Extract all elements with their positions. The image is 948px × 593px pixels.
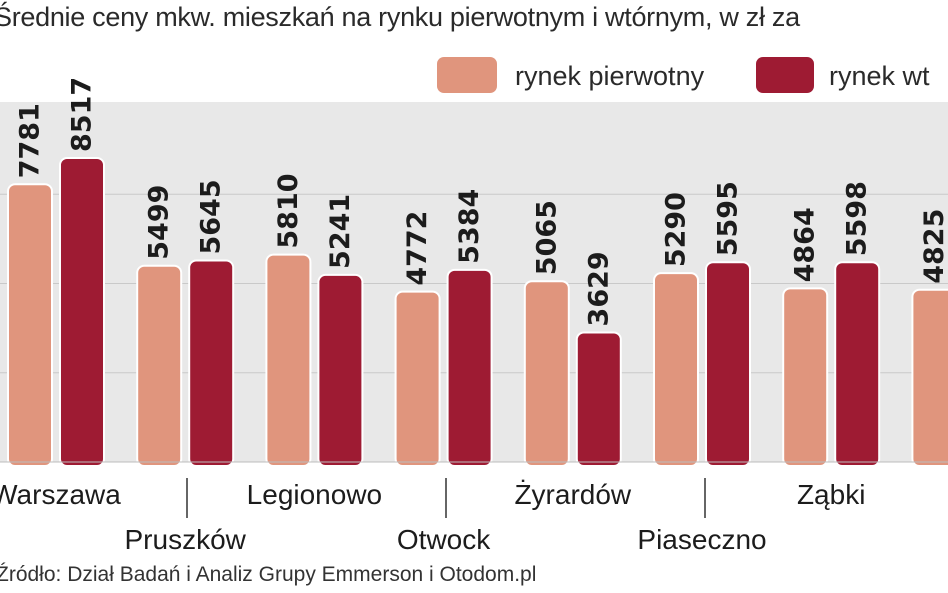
bar-secondary-3 [446,268,493,468]
value-label-primary-2: 5810 [273,173,304,248]
category-label-3: Otwock [397,524,491,555]
bar-secondary-4 [575,331,622,467]
legend-label-secondary: rynek wt [829,61,930,91]
category-separators [186,478,706,518]
value-label-secondary-5: 5595 [713,181,744,256]
value-label-primary-3: 4772 [402,211,433,286]
value-label-primary-1: 5499 [144,185,175,260]
category-label-4: Żyrardów [514,479,631,510]
bar-secondary-1 [188,259,235,467]
legend: rynek pierwotny rynek wt [437,57,930,93]
value-label-secondary-0: 8517 [67,77,98,152]
value-labels: 7781 5499 5810 4772 5065 5290 4864 4825 8517 5645… [15,77,948,327]
value-label-primary-4: 5065 [531,200,562,275]
bar-primary-2 [265,253,312,467]
bar-primary-3 [394,290,441,467]
bar-secondary-0 [59,157,105,467]
legend-swatch-primary [437,57,497,93]
category-label-5: Piaseczno [637,524,766,555]
value-label-primary-5: 5290 [661,192,692,267]
legend-swatch-secondary [756,57,814,93]
value-label-secondary-1: 5645 [196,179,227,254]
value-label-secondary-6: 5598 [842,181,873,256]
bar-primary-0 [7,183,53,467]
category-label-6: Ząbki [797,479,865,510]
category-label-2: Legionowo [247,479,382,510]
category-label-0: Warszawa [0,479,121,510]
value-label-secondary-2: 5241 [325,194,356,269]
value-label-primary-6: 4864 [790,207,821,282]
legend-label-primary: rynek pierwotny [515,61,705,91]
bar-primary-1 [136,264,183,467]
value-label-primary-0: 7781 [15,103,46,178]
value-label-secondary-3: 5384 [454,189,485,264]
bar-secondary-5 [705,261,751,467]
value-label-primary-7: 4825 [919,209,948,284]
bar-secondary-6 [834,261,881,468]
bar-primary-6 [782,287,829,467]
bars [7,157,948,468]
source-note: Źródło: Dział Badań i Analiz Grupy Emmer… [0,563,537,586]
bar-primary-7 [911,288,948,467]
category-label-1: Pruszków [125,524,247,555]
bar-secondary-2 [317,273,364,467]
bar-primary-5 [653,272,699,467]
value-label-secondary-4: 3629 [583,251,614,326]
bar-primary-4 [523,280,570,468]
chart-title: Średnie ceny mkw. mieszkań na rynku pier… [0,2,800,32]
